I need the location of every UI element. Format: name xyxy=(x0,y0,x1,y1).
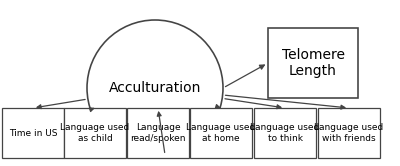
Bar xyxy=(254,108,316,158)
Text: Time in US: Time in US xyxy=(9,128,57,137)
Text: Telomere
Length: Telomere Length xyxy=(282,48,344,78)
Text: Language used
with friends: Language used with friends xyxy=(314,123,384,143)
Bar xyxy=(127,108,189,158)
Text: Acculturation: Acculturation xyxy=(109,81,201,95)
Bar xyxy=(318,108,380,158)
Bar xyxy=(64,108,126,158)
Text: Language used
at home: Language used at home xyxy=(186,123,256,143)
Bar xyxy=(268,28,358,98)
Bar xyxy=(2,108,64,158)
Bar xyxy=(190,108,252,158)
Text: Language
read/spoken: Language read/spoken xyxy=(130,123,186,143)
Text: Language used
as child: Language used as child xyxy=(60,123,130,143)
Text: Language used
to think: Language used to think xyxy=(250,123,320,143)
